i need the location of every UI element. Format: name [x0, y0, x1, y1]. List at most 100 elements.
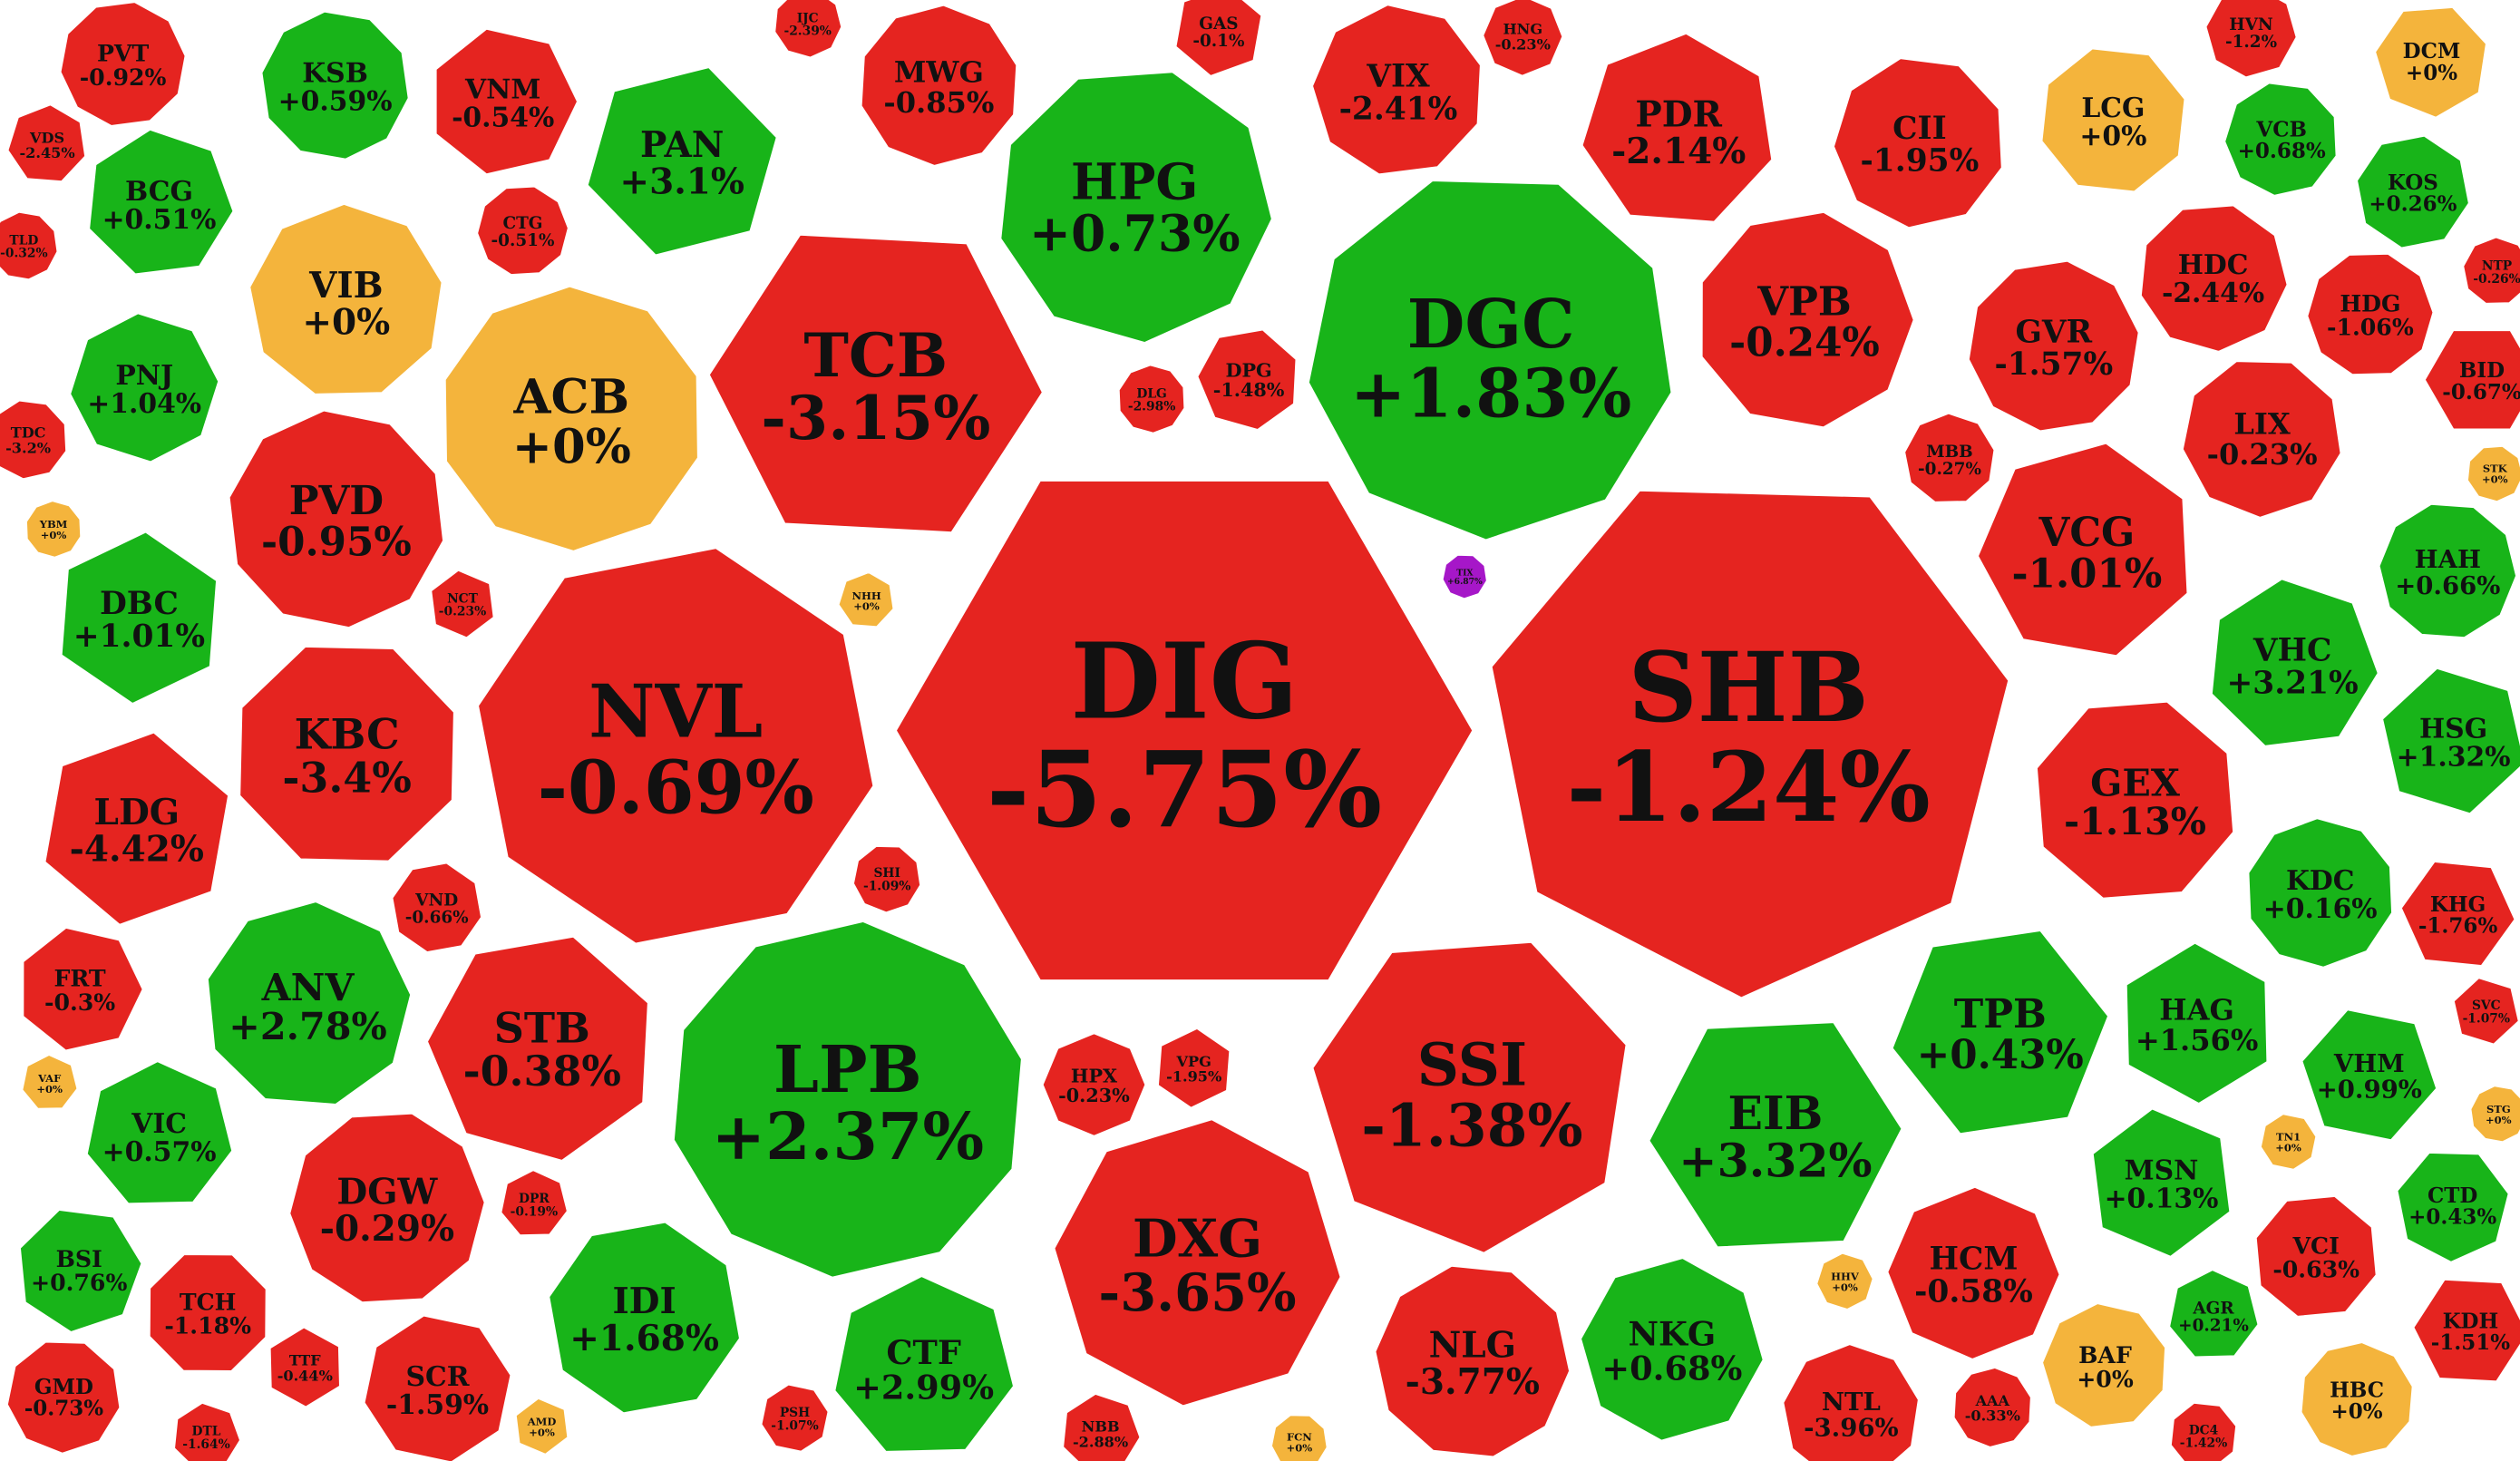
ticker-tile[interactable]: [1373, 1263, 1572, 1459]
ticker-tile[interactable]: [147, 1252, 268, 1373]
ticker-hhv[interactable]: HHV+0%: [1815, 1251, 1875, 1312]
ticker-tile[interactable]: [1890, 928, 2111, 1136]
ticker-tile[interactable]: [2395, 1150, 2511, 1264]
ticker-tile[interactable]: [2380, 666, 2520, 816]
ticker-dbc[interactable]: DBC+1.01%: [59, 530, 219, 706]
ticker-tile[interactable]: [2461, 235, 2520, 306]
ticker-tile[interactable]: [362, 1313, 513, 1461]
ticker-tile[interactable]: [259, 9, 411, 161]
ticker-tile[interactable]: [2398, 859, 2517, 969]
ticker-ybm[interactable]: YBM+0%: [24, 499, 83, 560]
ticker-vhc[interactable]: VHC+3.21%: [2209, 577, 2380, 748]
ticker-vds[interactable]: VDS-2.45%: [5, 102, 88, 184]
ticker-nvl[interactable]: NVL-0.69%: [476, 546, 876, 946]
ticker-tile[interactable]: [0, 209, 60, 282]
ticker-tile[interactable]: [1173, 0, 1264, 78]
ticker-ctf[interactable]: CTF+2.99%: [832, 1274, 1017, 1454]
ticker-bcg[interactable]: BCG+0.51%: [87, 127, 236, 277]
ticker-tile[interactable]: [59, 530, 219, 706]
ticker-aaa[interactable]: AAA-0.33%: [1951, 1365, 2033, 1449]
ticker-ijc[interactable]: IJC-2.39%: [773, 0, 844, 60]
ticker-kdh[interactable]: KDH-1.51%: [2411, 1277, 2520, 1384]
ticker-tile[interactable]: [433, 26, 580, 177]
ticker-tile[interactable]: [2180, 359, 2343, 520]
ticker-tile[interactable]: [17, 1207, 144, 1335]
ticker-tile[interactable]: [2355, 133, 2471, 250]
ticker-tile[interactable]: [2209, 577, 2380, 748]
ticker-hvn[interactable]: HVN-1.2%: [2204, 0, 2299, 80]
ticker-gas[interactable]: GAS-0.1%: [1173, 0, 1264, 78]
ticker-stk[interactable]: STK+0%: [2465, 443, 2520, 504]
ticker-nhh[interactable]: NHH+0%: [836, 570, 896, 629]
ticker-hbc[interactable]: HBC+0%: [2299, 1340, 2415, 1458]
ticker-vcb[interactable]: VCB+0.68%: [2223, 81, 2339, 198]
ticker-vnd[interactable]: VND-0.66%: [390, 861, 484, 955]
ticker-gmd[interactable]: GMD-0.73%: [5, 1339, 122, 1456]
ticker-dig[interactable]: DIG-5.75%: [893, 478, 1475, 983]
ticker-tile[interactable]: [1310, 3, 1483, 177]
ticker-dlg[interactable]: DLG-2.98%: [1116, 363, 1187, 435]
ticker-dcm[interactable]: DCM+0%: [2373, 5, 2488, 120]
ticker-stg[interactable]: STG+0%: [2468, 1084, 2520, 1144]
ticker-tile[interactable]: [1116, 363, 1187, 435]
ticker-agr[interactable]: AGR+0.21%: [2167, 1268, 2261, 1359]
ticker-ctd[interactable]: CTD+0.43%: [2395, 1150, 2511, 1264]
ticker-gex[interactable]: GEX-1.13%: [2034, 699, 2236, 901]
ticker-kos[interactable]: KOS+0.26%: [2355, 133, 2471, 250]
ticker-dxg[interactable]: DXG-3.65%: [1052, 1117, 1343, 1408]
ticker-tile[interactable]: [2373, 5, 2488, 120]
ticker-hpg[interactable]: HPG+0.73%: [998, 70, 1274, 346]
ticker-tile[interactable]: [1440, 552, 1489, 601]
ticker-dc4[interactable]: DC4-1.42%: [2168, 1400, 2239, 1461]
ticker-dgw[interactable]: DGW-0.29%: [287, 1111, 487, 1305]
ticker-ttf[interactable]: TTF-0.44%: [268, 1325, 342, 1409]
ticker-amd[interactable]: AMD+0%: [513, 1396, 570, 1456]
ticker-tile[interactable]: [2124, 940, 2270, 1106]
ticker-bsi[interactable]: BSI+0.76%: [17, 1207, 144, 1335]
ticker-tile[interactable]: [1647, 1020, 1904, 1250]
ticker-tile[interactable]: [20, 1052, 80, 1111]
ticker-vnm[interactable]: VNM-0.54%: [433, 26, 580, 177]
ticker-tile[interactable]: [1310, 940, 1629, 1255]
ticker-tile[interactable]: [287, 1111, 487, 1305]
ticker-tile[interactable]: [1902, 411, 1997, 504]
ticker-kdc[interactable]: KDC+0.16%: [2246, 816, 2395, 969]
ticker-tile[interactable]: [227, 408, 446, 630]
ticker-pnj[interactable]: PNJ+1.04%: [68, 311, 221, 464]
ticker-cii[interactable]: CII-1.95%: [1831, 56, 2004, 230]
ticker-tdc[interactable]: TDC-3.2%: [0, 398, 69, 482]
ticker-tile[interactable]: [1580, 31, 1775, 224]
ticker-vpb[interactable]: VPB-0.24%: [1699, 209, 1916, 430]
ticker-tile[interactable]: [84, 1059, 235, 1206]
ticker-hpx[interactable]: HPX-0.23%: [1040, 1031, 1148, 1138]
ticker-nct[interactable]: NCT-0.23%: [429, 568, 496, 640]
ticker-eib[interactable]: EIB+3.32%: [1647, 1020, 1904, 1250]
ticker-tile[interactable]: [268, 1325, 342, 1409]
ticker-tile[interactable]: [2204, 0, 2299, 80]
ticker-hng[interactable]: HNG-0.23%: [1481, 0, 1565, 78]
ticker-ntp[interactable]: NTP-0.26%: [2461, 235, 2520, 306]
ticker-dpg[interactable]: DPG-1.48%: [1195, 327, 1299, 433]
ticker-tile[interactable]: [1815, 1251, 1875, 1312]
ticker-tile[interactable]: [2090, 1106, 2233, 1259]
ticker-tile[interactable]: [1831, 56, 2004, 230]
ticker-vaf[interactable]: VAF+0%: [20, 1052, 80, 1111]
ticker-tile[interactable]: [1781, 1342, 1921, 1461]
ticker-tile[interactable]: [429, 568, 496, 640]
ticker-tch[interactable]: TCH-1.18%: [147, 1252, 268, 1373]
ticker-tile[interactable]: [172, 1400, 243, 1461]
ticker-hcm[interactable]: HCM-0.58%: [1885, 1184, 2062, 1361]
ticker-dpr[interactable]: DPR-0.19%: [499, 1168, 569, 1238]
ticker-anv[interactable]: ANV+2.78%: [205, 900, 414, 1106]
ticker-ntl[interactable]: NTL-3.96%: [1781, 1342, 1921, 1461]
ticker-hsg[interactable]: HSG+1.32%: [2380, 666, 2520, 816]
ticker-tile[interactable]: [2138, 203, 2290, 354]
ticker-dtl[interactable]: DTL-1.64%: [172, 1400, 243, 1461]
ticker-tile[interactable]: [1061, 1391, 1143, 1461]
ticker-tile[interactable]: [671, 919, 1024, 1280]
ticker-nkg[interactable]: NKG+0.68%: [1579, 1256, 1766, 1443]
ticker-tix[interactable]: TIX+6.87%: [1440, 552, 1489, 601]
ticker-tn1[interactable]: TN1+0%: [2258, 1112, 2319, 1172]
ticker-tile[interactable]: [1579, 1256, 1766, 1443]
ticker-mwg[interactable]: MWG-0.85%: [859, 3, 1019, 168]
